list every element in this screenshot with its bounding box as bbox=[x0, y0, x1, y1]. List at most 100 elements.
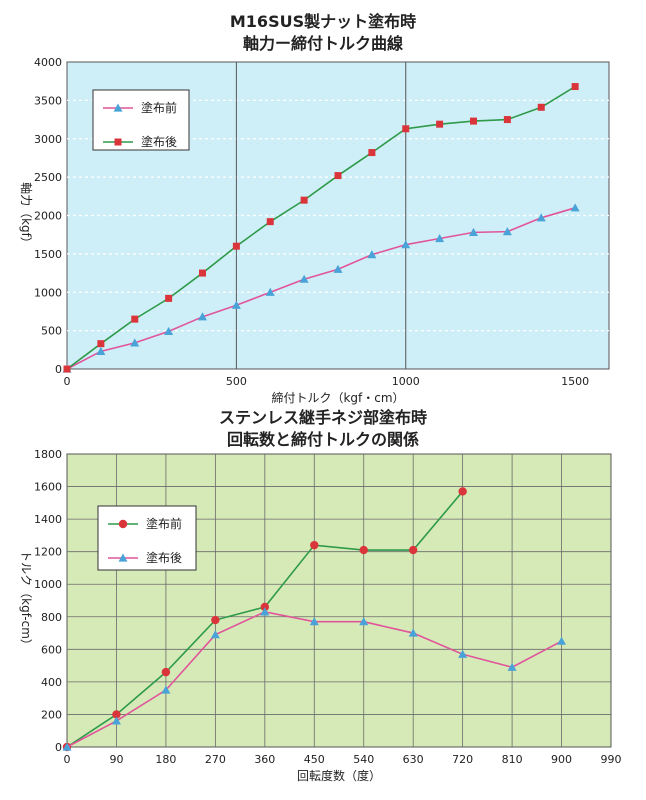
chart1-data-point bbox=[300, 196, 308, 204]
chart1-data-point bbox=[164, 326, 174, 335]
chart2-ytick-label: 400 bbox=[41, 676, 62, 689]
chart1-data-point bbox=[265, 287, 275, 296]
chart2-data-point bbox=[260, 602, 270, 612]
chart1-data-point bbox=[503, 116, 511, 124]
chart2-legend-box bbox=[97, 505, 197, 571]
chart2-xtick-label: 270 bbox=[205, 753, 226, 766]
chart1-data-point bbox=[266, 218, 274, 226]
chart2-data-point bbox=[310, 540, 319, 550]
chart1-ytick-label: 3500 bbox=[34, 94, 62, 107]
chart2-xtick-label: 0 bbox=[64, 753, 71, 766]
chart2-ytick-label: 0 bbox=[55, 741, 62, 754]
chart1-data-point bbox=[536, 213, 546, 222]
chart2-xtick-label: 900 bbox=[551, 753, 572, 766]
chart2-data-point bbox=[458, 649, 468, 658]
chart1-data-point bbox=[131, 315, 139, 323]
chart1-data-point bbox=[469, 227, 478, 236]
chart1-data-point bbox=[165, 294, 173, 302]
chart2-xaxis-label: 回転度数（度） bbox=[297, 768, 381, 783]
chart2-data-point bbox=[458, 487, 467, 496]
chart1-series-line-1 bbox=[66, 207, 576, 370]
chart2-xtick-label: 450 bbox=[304, 753, 325, 766]
chart2-data-point bbox=[359, 617, 369, 626]
chart1-data-point bbox=[130, 338, 140, 347]
chart1-xtick-label: 0 bbox=[64, 375, 71, 388]
chart2-data-point bbox=[309, 617, 319, 626]
chart2-data-point bbox=[211, 615, 220, 625]
chart1-xtick-label: 1000 bbox=[392, 375, 420, 388]
chart2-xtick-label: 90 bbox=[109, 753, 123, 766]
chart1-legend-label: 塗布後 bbox=[141, 134, 177, 149]
chart2-xtick-label: 360 bbox=[254, 753, 275, 766]
chart1-ytick-label: 2000 bbox=[34, 210, 62, 223]
chart1-ytick-label: 1500 bbox=[34, 248, 62, 261]
chart1-data-point bbox=[470, 117, 477, 125]
chart2-plot-area bbox=[66, 453, 612, 748]
chart2-data-point bbox=[111, 716, 121, 725]
chart1-data-point bbox=[435, 234, 445, 243]
chart2-yaxis-label: トルク（kgf-cm） bbox=[19, 550, 33, 651]
chart1-data-point bbox=[367, 250, 377, 259]
chart2-data-point bbox=[557, 636, 567, 645]
chart1-data-point bbox=[402, 125, 410, 133]
chart2-legend-marker bbox=[118, 519, 128, 529]
chart1-ytick-label: 2500 bbox=[34, 171, 62, 184]
chart1-yaxis-label: 軸力（kgf） bbox=[19, 182, 33, 249]
chart2-data-point bbox=[507, 662, 517, 671]
chart1-data-point bbox=[502, 227, 512, 236]
chart2-ytick-label: 200 bbox=[41, 708, 62, 721]
chart2-ytick-label: 1800 bbox=[34, 448, 62, 461]
chart2-data-point bbox=[210, 630, 220, 639]
chart2-data-point bbox=[359, 545, 368, 555]
chart2-ytick-label: 1600 bbox=[34, 481, 62, 494]
chart2-legend-label: 塗布後 bbox=[146, 550, 182, 565]
chart2-data-point bbox=[161, 685, 171, 694]
chart1-legend-box bbox=[92, 89, 190, 151]
chart2-ytick-label: 600 bbox=[41, 643, 62, 656]
chart2-xtick-label: 540 bbox=[353, 753, 374, 766]
chart2-data-point bbox=[408, 545, 418, 555]
chart2-xtick-label: 720 bbox=[452, 753, 473, 766]
chart2-xtick-label: 630 bbox=[403, 753, 424, 766]
chart2-xtick-label: 810 bbox=[502, 753, 523, 766]
chart1-title: M16SUS製ナット塗布時 bbox=[229, 12, 417, 31]
chart1-data-point bbox=[63, 365, 71, 373]
chart1-series-line-2 bbox=[66, 85, 576, 370]
chart1-axial-force-vs-torque: 0 500 1000 1500 2000 2500 3000 3500 4000 0 500 1000… bbox=[19, 56, 610, 405]
chart1-legend-label: 塗布前 bbox=[141, 100, 177, 115]
chart1-legend-marker bbox=[113, 103, 123, 112]
chart1-data-point bbox=[333, 264, 343, 273]
chart1-ytick-label: 500 bbox=[41, 325, 62, 338]
chart1-data-point bbox=[97, 340, 105, 348]
chart1-xtick-label: 1500 bbox=[561, 375, 589, 388]
chart2-title: ステンレス継手ネジ部塗布時 bbox=[218, 408, 427, 427]
chart2-subtitle: 回転数と締付トルクの関係 bbox=[226, 430, 419, 449]
chart1-data-point bbox=[232, 242, 240, 250]
chart1-subtitle: 軸力ー締付トルク曲線 bbox=[242, 34, 403, 53]
chart2-legend-label: 塗布前 bbox=[146, 516, 182, 531]
chart1-data-point bbox=[436, 120, 444, 128]
chart1-ytick-label: 0 bbox=[55, 363, 62, 376]
chart1-xaxis-label: 締付トルク（kgf・cm） bbox=[271, 390, 404, 405]
chart2-data-point bbox=[112, 710, 121, 719]
chart1-ytick-label: 3000 bbox=[34, 133, 62, 146]
chart1-ytick-label: 4000 bbox=[34, 56, 62, 69]
chart2-ytick-label: 800 bbox=[41, 611, 62, 624]
chart2-ytick-label: 1000 bbox=[34, 578, 62, 591]
chart2-torque-vs-rotation: 0 200 400 600 800 1000 1200 1400 1600 1800 0 90 180 2… bbox=[19, 448, 622, 783]
chart2-ytick-label: 1400 bbox=[34, 513, 62, 526]
chart2-data-point bbox=[161, 667, 171, 677]
chart1-data-point bbox=[96, 346, 106, 355]
chart1-data-point bbox=[299, 274, 309, 283]
chart1-data-point bbox=[231, 300, 241, 309]
chart2-data-point bbox=[62, 742, 72, 751]
chart2-xtick-label: 990 bbox=[601, 753, 622, 766]
chart1-ytick-label: 1000 bbox=[34, 286, 62, 299]
chart2-data-point bbox=[260, 607, 270, 616]
chart1-data-point bbox=[334, 172, 342, 180]
chart2-data-point bbox=[408, 628, 418, 637]
chart1-data-point bbox=[570, 203, 580, 212]
chart1-data-point bbox=[401, 240, 411, 249]
chart1-data-point bbox=[198, 312, 207, 321]
chart1-data-point bbox=[571, 83, 579, 91]
